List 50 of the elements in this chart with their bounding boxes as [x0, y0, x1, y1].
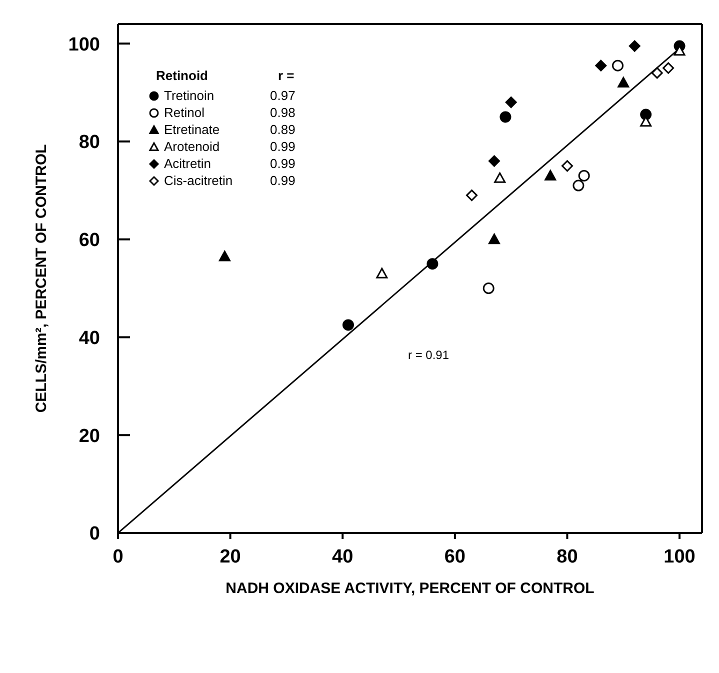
- y-tick-label: 0: [89, 524, 100, 545]
- x-tick-label: 60: [444, 546, 466, 568]
- point: [618, 76, 630, 88]
- point: [488, 234, 500, 244]
- annotation: 0.89: [270, 122, 296, 137]
- x-tick-label: 100: [664, 546, 696, 568]
- annotation: 0.97: [270, 88, 296, 103]
- point: [218, 250, 230, 262]
- point: [572, 180, 584, 192]
- y-tick-label: 20: [78, 426, 100, 447]
- x-axis-title: NADH OXIDASE ACTIVITY, PERCENT OF CONTROL: [226, 580, 594, 597]
- point: [544, 170, 556, 180]
- annotation: 0.99: [270, 156, 296, 171]
- legend-label: Tretinoin: [164, 88, 216, 103]
- point: [376, 268, 388, 278]
- point: [482, 282, 494, 294]
- y-tick-label: 40: [78, 328, 100, 349]
- point: [500, 111, 512, 123]
- y-tick-label: 60: [78, 230, 100, 252]
- legend-label: Retinol: [164, 105, 206, 120]
- x-tick-label: 40: [332, 546, 354, 568]
- point: [612, 60, 624, 72]
- point: [561, 160, 573, 172]
- x-tick-label: 20: [220, 546, 241, 568]
- y-axis-title: CELLS/mm², PERCENT OF CONTROL: [33, 144, 50, 413]
- point: [466, 190, 478, 202]
- point: [342, 319, 354, 331]
- annotation: 0.98: [270, 105, 296, 120]
- x-tick-label: 0: [112, 546, 124, 568]
- x-tick-label: 80: [556, 546, 578, 568]
- legend-title: Retinoid: [155, 68, 209, 83]
- point: [662, 62, 674, 74]
- point: [595, 60, 607, 72]
- annotation: 0.99: [270, 139, 296, 154]
- legend-label: Cis-acitretin: [164, 173, 234, 188]
- point: [488, 155, 500, 167]
- annotation: r = 0.91: [408, 348, 450, 362]
- y-tick-label: 80: [78, 132, 100, 154]
- legend-label: Arotenoid: [164, 139, 221, 154]
- legend-label: Etretinate: [164, 122, 221, 137]
- point: [578, 170, 590, 182]
- point: [628, 40, 640, 52]
- annotation: 0.99: [270, 173, 296, 188]
- point: [651, 67, 663, 79]
- legend-label: Acitretin: [164, 156, 212, 171]
- point: [426, 258, 438, 270]
- point: [494, 172, 506, 183]
- point: [505, 96, 517, 108]
- y-tick-label: 100: [68, 34, 100, 56]
- annotation: r =: [278, 68, 294, 83]
